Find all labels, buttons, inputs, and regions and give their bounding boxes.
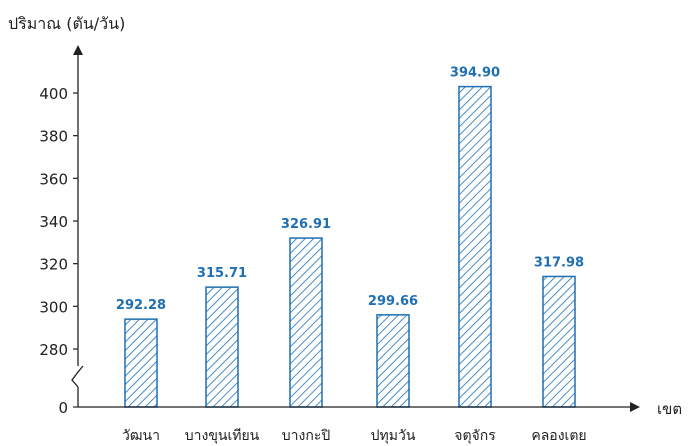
value-label: 317.98 <box>534 255 584 270</box>
bar <box>124 318 158 408</box>
y-tick-label: 360 <box>39 170 68 188</box>
y-axis-label: ปริมาณ (ตัน/วัน) <box>8 14 125 33</box>
y-axis-ticks: 0 280 300 320 340 360 380 400 <box>39 85 78 417</box>
bar <box>542 275 576 408</box>
category-labels: วัฒนา บางขุนเทียน บางกะปิ ปทุมวัน จตุจักร คลอ… <box>122 428 587 444</box>
bar <box>376 314 410 408</box>
category-label: ปทุมวัน <box>371 428 416 444</box>
value-label: 315.71 <box>197 266 247 281</box>
bar <box>289 237 323 408</box>
bars <box>124 85 576 408</box>
category-label: บางขุนเทียน <box>185 428 260 444</box>
value-labels: 292.28 315.71 326.91 299.66 394.90 317.98 <box>116 66 584 314</box>
y-tick-label: 300 <box>39 298 68 316</box>
y-tick-label: 280 <box>39 341 68 359</box>
x-axis-label: เขต <box>657 400 682 418</box>
value-label: 292.28 <box>116 298 166 313</box>
y-tick-label: 340 <box>39 213 68 231</box>
y-tick-label: 380 <box>39 128 68 146</box>
bar <box>458 85 492 408</box>
x-axis-arrow <box>630 402 640 412</box>
category-label: คลองเตย <box>531 428 586 444</box>
bar <box>205 286 239 408</box>
value-label: 394.90 <box>450 66 500 81</box>
axis-break <box>71 365 84 388</box>
value-label: 326.91 <box>281 217 331 232</box>
value-label: 299.66 <box>368 294 418 309</box>
category-label: จตุจักร <box>454 428 496 444</box>
y-tick-label: 400 <box>39 85 68 103</box>
category-label: วัฒนา <box>122 428 160 444</box>
axes <box>71 45 640 412</box>
category-label: บางกะปิ <box>282 428 331 444</box>
y-tick-label: 320 <box>39 256 68 274</box>
y-tick-label: 0 <box>58 399 68 417</box>
y-axis-arrow <box>73 45 83 55</box>
